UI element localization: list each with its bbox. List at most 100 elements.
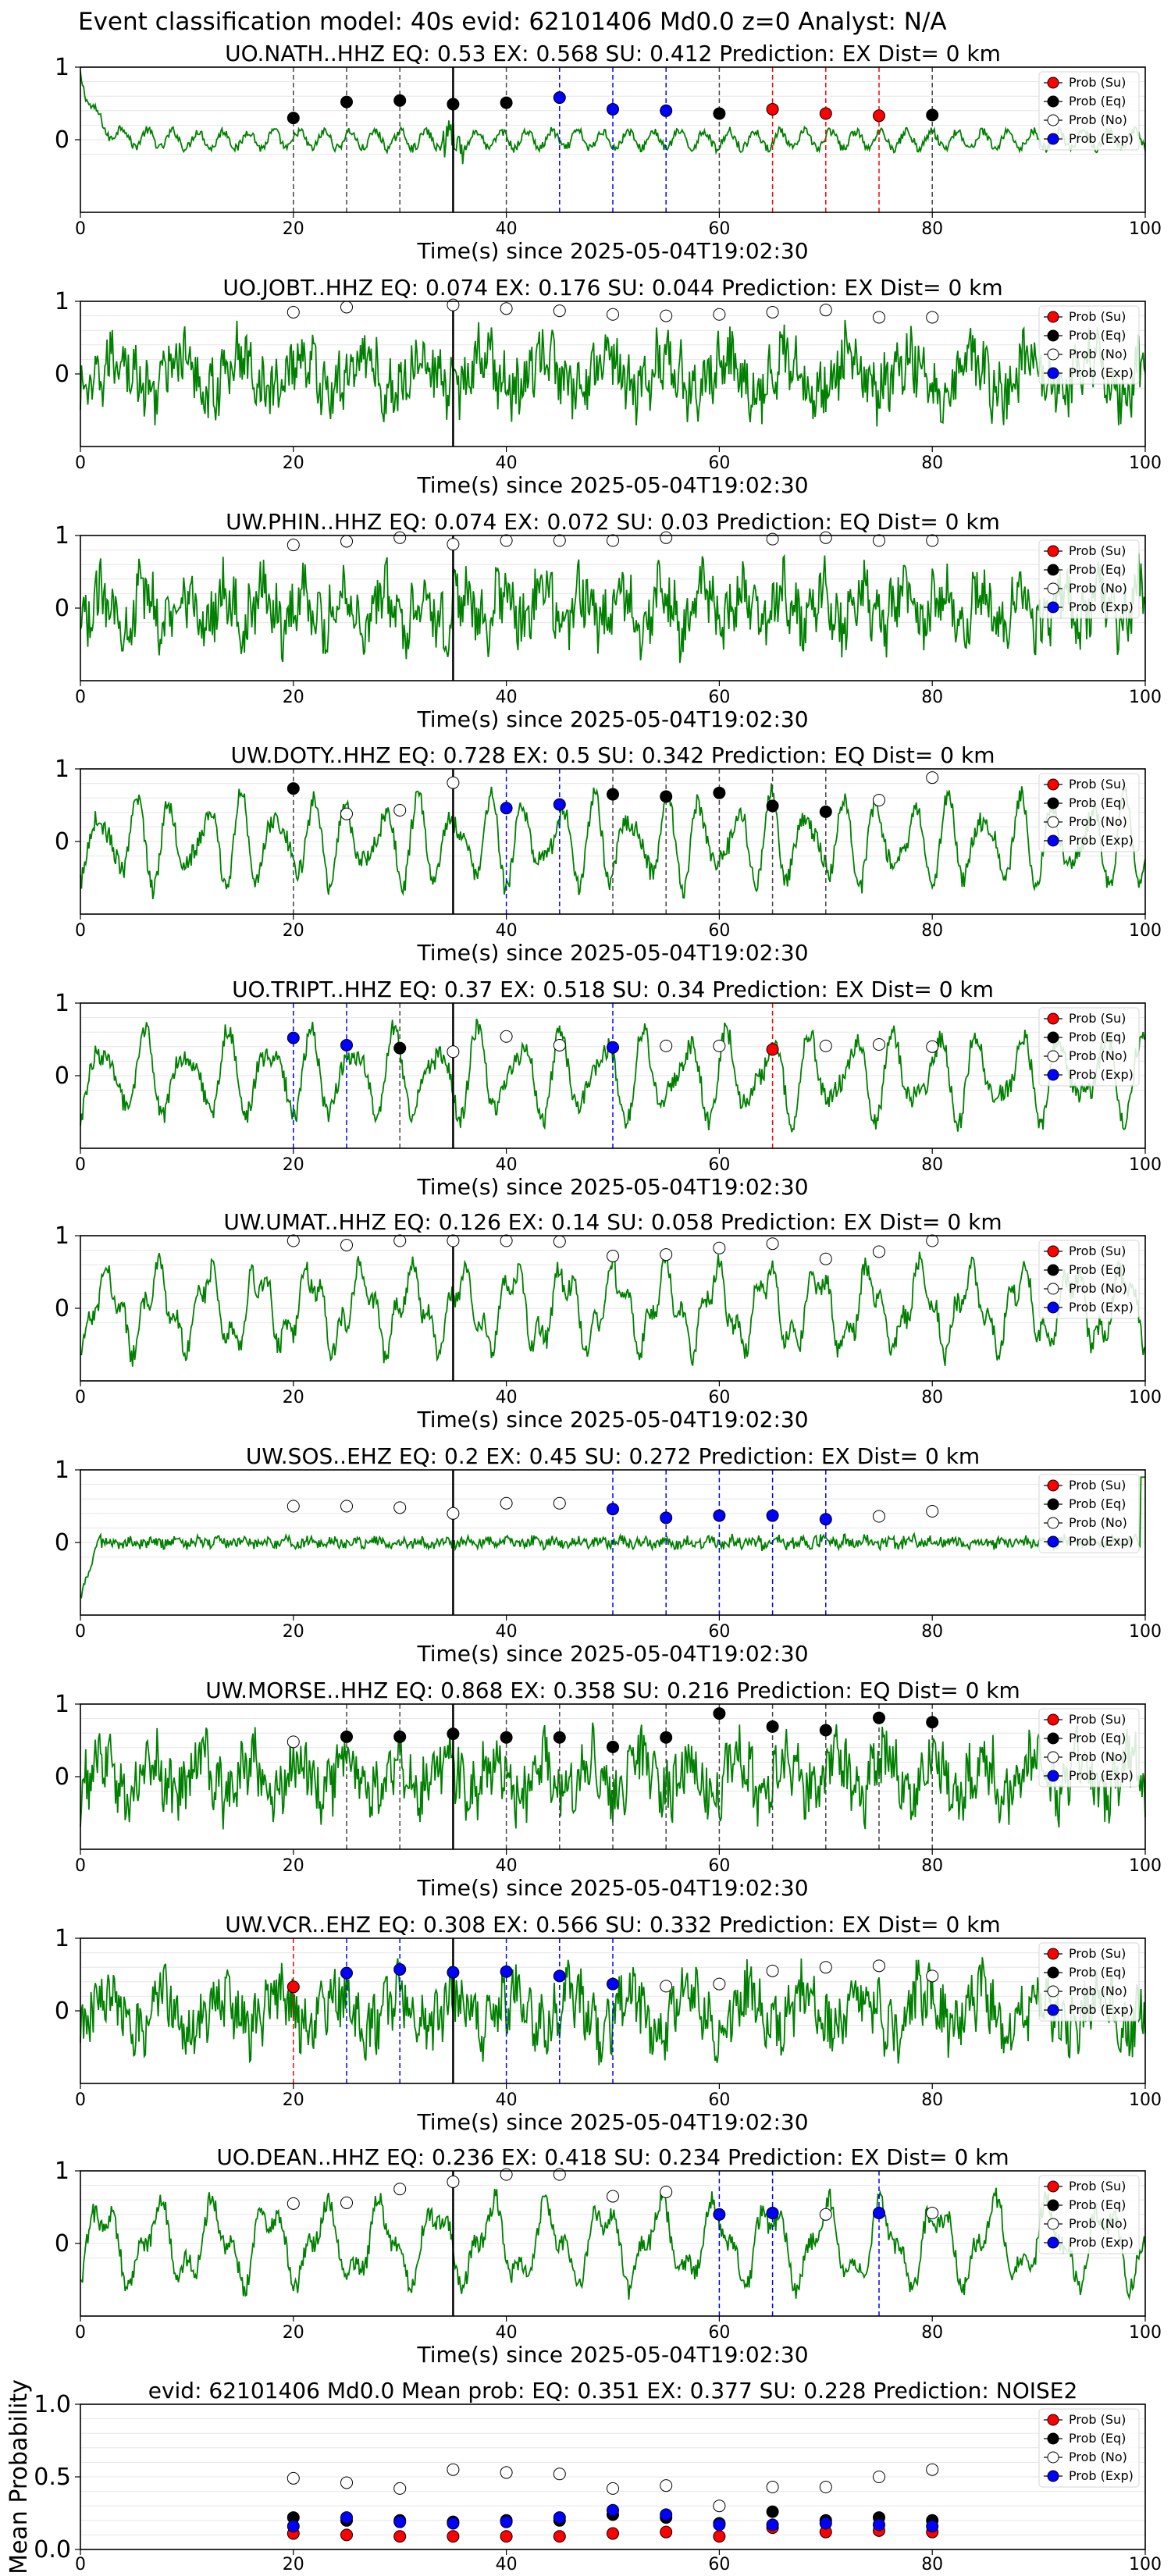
y-tick-label: 0: [55, 828, 69, 856]
panel-2-legend-marker-su: [1047, 545, 1059, 557]
prob-marker-no: [819, 304, 832, 317]
mean-marker-su: [713, 2530, 726, 2543]
x-tick-label: 60: [708, 1856, 730, 1876]
panel-3-legend-box: [1038, 773, 1140, 852]
panel-9-legend-label-no: Prob (No): [1069, 2216, 1127, 2231]
y-tick-label: 1: [55, 1222, 69, 1250]
panel-0-legend-label-no: Prob (No): [1069, 112, 1127, 127]
panel-3-legend-label-su: Prob (Su): [1069, 777, 1126, 792]
prob-marker-no: [819, 531, 832, 544]
panel-3-legend-marker-no: [1047, 816, 1059, 828]
mean-panel-title: evid: 62101406 Md0.0 Mean prob: EQ: 0.35…: [148, 2378, 1078, 2403]
panel-0-legend-box: [1038, 71, 1140, 151]
prob-marker-no: [926, 1234, 939, 1247]
x-tick-label: 60: [708, 1388, 730, 1407]
prob-marker-no: [660, 309, 673, 322]
prob-marker-no: [873, 311, 885, 324]
panel-7-legend-marker-su: [1047, 1713, 1059, 1726]
prob-marker-no: [553, 1496, 566, 1510]
x-tick-label: 80: [921, 688, 943, 707]
prob-marker-no: [607, 534, 619, 547]
prob-marker-no: [287, 305, 300, 318]
panel-4-legend-label-eq: Prob (Eq): [1069, 1030, 1126, 1044]
prob-marker-eq: [553, 1731, 566, 1744]
panel-4-legend-label-no: Prob (No): [1069, 1048, 1127, 1063]
panel-3-legend-label-no: Prob (No): [1069, 814, 1127, 829]
panel-3-legend-label-eq: Prob (Eq): [1069, 795, 1126, 810]
prob-marker-no: [766, 1964, 779, 1977]
prob-marker-no: [287, 1234, 300, 1247]
panel-8: UW.VCR..EHZ EQ: 0.308 EX: 0.566 SU: 0.33…: [55, 1912, 1162, 2135]
x-tick-label: 20: [283, 2323, 304, 2343]
prob-marker-no: [393, 1501, 407, 1514]
panel-4-legend-marker-su: [1047, 1012, 1059, 1025]
panel-3-legend-label-exp: Prob (Exp): [1069, 833, 1134, 848]
prob-marker-su: [766, 1043, 779, 1056]
x-axis-label: Time(s) since 2025-05-04T19:02:30: [416, 2109, 808, 2135]
x-tick-label: 40: [496, 1388, 518, 1407]
panel-8-legend-label-no: Prob (No): [1069, 1984, 1127, 1998]
x-tick-label: 40: [496, 1155, 518, 1175]
prob-marker-no: [393, 2183, 407, 2196]
panel-5: UW.UMAT..HHZ EQ: 0.126 EX: 0.14 SU: 0.05…: [55, 1209, 1162, 1432]
prob-marker-exp: [287, 1031, 300, 1044]
panel-6-legend-marker-eq: [1047, 1498, 1059, 1510]
prob-marker-no: [873, 534, 885, 547]
panel-9-legend-marker-su: [1047, 2180, 1059, 2193]
panel-8-legend-label-eq: Prob (Eq): [1069, 1965, 1126, 1980]
panel-4-legend-marker-eq: [1047, 1031, 1059, 1044]
panel-0-legend-label-eq: Prob (Eq): [1069, 94, 1126, 109]
prob-marker-eq: [393, 1041, 407, 1055]
prob-marker-no: [340, 2196, 353, 2209]
y-tick-label: 0: [55, 1062, 69, 1090]
y-tick-label: 0.5: [34, 2464, 71, 2491]
panel-7-legend-label-su: Prob (Su): [1069, 1712, 1126, 1727]
prob-marker-eq: [766, 799, 779, 813]
panel-6-legend-box: [1038, 1474, 1140, 1553]
x-tick-label: 80: [921, 2323, 943, 2343]
prob-marker-no: [553, 1235, 566, 1248]
mean-panel-legend-label-exp: Prob (Exp): [1069, 2468, 1134, 2483]
prob-marker-exp: [660, 104, 673, 117]
mean-marker-no: [447, 2463, 460, 2476]
panel-8-legend-marker-su: [1047, 1948, 1059, 1960]
prob-marker-exp: [553, 1969, 566, 1983]
panel-5-legend-label-eq: Prob (Eq): [1069, 1262, 1126, 1277]
x-tick-label: 0: [75, 1155, 86, 1175]
x-tick-label: 100: [1129, 921, 1162, 941]
prob-marker-no: [553, 2168, 566, 2181]
prob-marker-eq: [287, 112, 300, 125]
x-tick-label: 80: [921, 1856, 943, 1876]
prob-marker-eq: [287, 782, 300, 795]
panel-9-legend-label-eq: Prob (Eq): [1069, 2197, 1126, 2212]
panel-2-legend-label-eq: Prob (Eq): [1069, 562, 1126, 577]
prob-marker-no: [713, 1241, 726, 1254]
x-tick-label: 100: [1129, 1388, 1162, 1407]
panel-5-legend-marker-exp: [1047, 1301, 1059, 1314]
x-tick-label: 60: [708, 1622, 730, 1642]
x-tick-label: 60: [708, 1155, 730, 1175]
panel-title: UW.UMAT..HHZ EQ: 0.126 EX: 0.14 SU: 0.05…: [223, 1209, 1002, 1235]
y-tick-label: 1: [55, 288, 69, 315]
panel-0-legend-label-su: Prob (Su): [1069, 75, 1126, 90]
prob-marker-eq: [660, 790, 673, 803]
prob-marker-no: [819, 1252, 832, 1265]
prob-marker-eq: [766, 1720, 779, 1733]
x-tick-label: 100: [1129, 219, 1162, 239]
mean-marker-no: [766, 2481, 779, 2494]
panel-4-legend-marker-exp: [1047, 1069, 1059, 1081]
mean-marker-eq: [766, 2505, 779, 2518]
waveform-trace: [80, 1251, 1146, 1367]
waveform-trace: [80, 1018, 1146, 1133]
panel-0-legend-marker-eq: [1047, 95, 1059, 108]
panel-4-legend-label-su: Prob (Su): [1069, 1011, 1126, 1026]
mean-panel-legend-label-eq: Prob (Eq): [1069, 2431, 1126, 2446]
mean-marker-no: [660, 2479, 673, 2492]
mean-marker-exp: [447, 2517, 460, 2530]
prob-marker-eq: [340, 95, 353, 109]
prob-marker-exp: [607, 1503, 619, 1516]
x-axis-label: Time(s) since 2025-05-04T19:02:30: [416, 2342, 808, 2368]
mean-marker-exp: [500, 2515, 513, 2528]
x-tick-label: 20: [283, 1388, 304, 1407]
mean-marker-no: [607, 2482, 619, 2495]
